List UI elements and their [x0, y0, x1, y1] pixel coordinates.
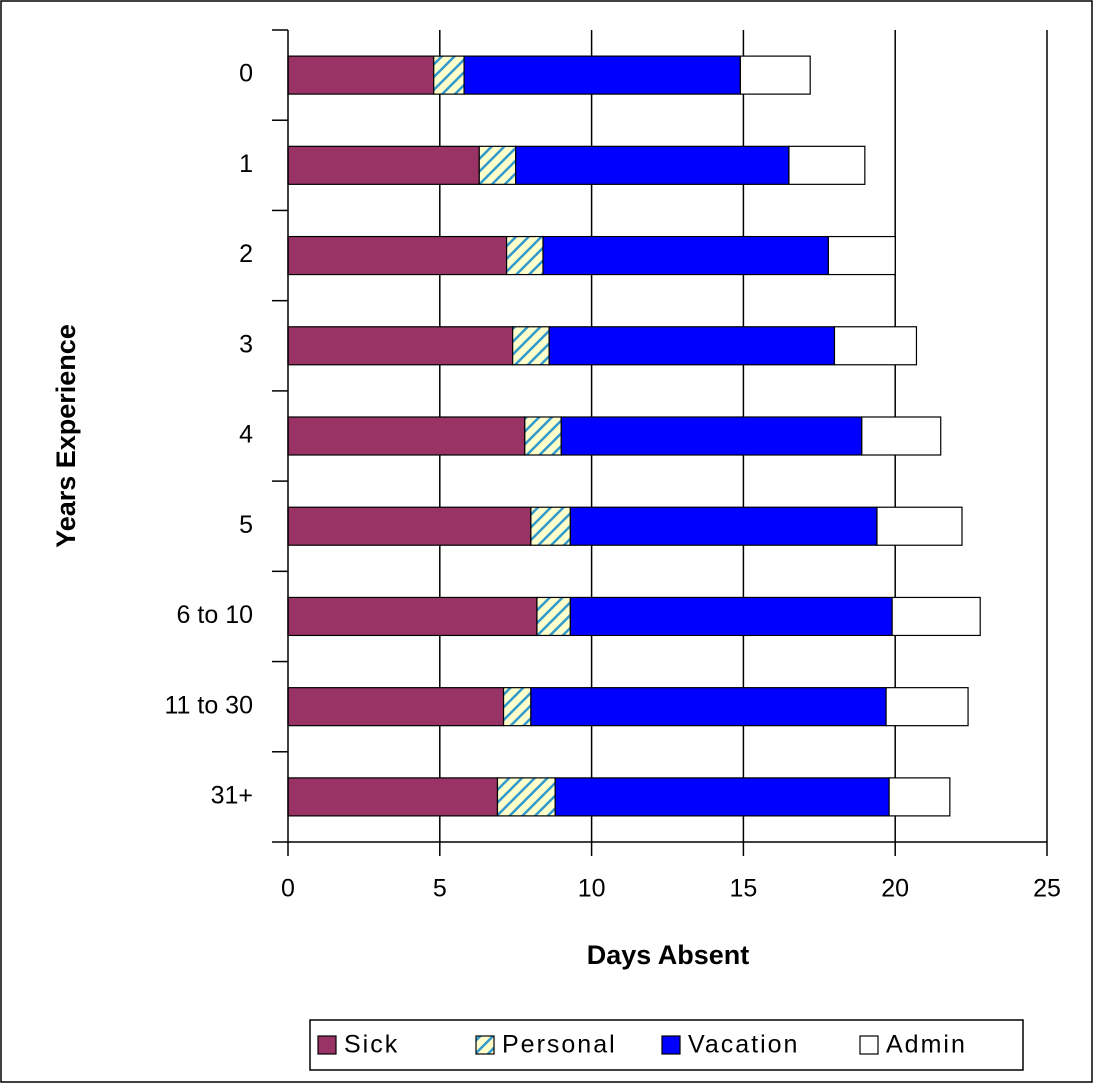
x-tick-label: 25: [1033, 875, 1061, 903]
bar-segment: [515, 145, 790, 185]
y-tick-label: 4: [239, 421, 253, 449]
bar-segment: [861, 416, 942, 456]
bar-segment: [478, 145, 517, 185]
x-tick-label: 0: [281, 875, 295, 903]
legend-label: Sick: [344, 1031, 399, 1059]
y-tick-label: 6 to 10: [177, 601, 253, 629]
x-tick-label: 20: [881, 875, 909, 903]
bar-segment: [463, 55, 741, 95]
bar-segment: [287, 596, 538, 637]
bar-segment: [554, 777, 890, 817]
y-tick-label: 31+: [211, 781, 253, 809]
bar-segment: [530, 506, 571, 546]
legend-swatch: [859, 1035, 879, 1055]
legend-swatch: [317, 1035, 337, 1055]
bar-segment: [287, 777, 499, 817]
bars: [287, 55, 981, 817]
bar-segment: [788, 145, 866, 185]
bar-segment: [287, 145, 480, 185]
bar-segment: [827, 235, 896, 276]
y-tick-label: 3: [239, 330, 253, 358]
y-tick-label: 1: [239, 150, 253, 178]
bar-segment: [569, 596, 893, 637]
bar-segment: [569, 506, 878, 546]
bar-segment: [739, 55, 811, 95]
bar-segment: [287, 55, 435, 95]
x-axis-title: Days Absent: [587, 940, 750, 970]
bar-segment: [287, 326, 514, 366]
axes: 0 5 10 15 20 25 0 1 2 3 4 5 6 to 10 11 to 30 31+: [164, 29, 1061, 903]
bar-segment: [512, 326, 550, 366]
bar-segment: [524, 416, 562, 456]
bar-segment: [888, 777, 951, 817]
bar-segment: [287, 416, 526, 456]
legend-swatch: [475, 1035, 495, 1055]
legend-label: Personal: [502, 1031, 617, 1059]
bar-segment: [891, 596, 981, 637]
bar-segment: [833, 326, 918, 366]
bar-segment: [433, 55, 465, 95]
y-tick-label: 5: [239, 511, 253, 539]
y-tick-label: 11 to 30: [164, 691, 253, 719]
bar-segment: [885, 687, 969, 727]
y-tick-label: 2: [239, 240, 253, 268]
bar-segment: [505, 235, 544, 276]
legend-items: Sick Personal Vacation Admin: [317, 1031, 967, 1059]
x-tick-label: 5: [433, 875, 447, 903]
y-tick-label: 0: [239, 60, 253, 88]
bar-segment: [287, 506, 532, 546]
bar-segment: [287, 235, 508, 276]
bar-segment: [560, 416, 863, 456]
bar-segment: [536, 596, 571, 637]
bar-segment: [496, 777, 556, 817]
bar-segment: [542, 235, 830, 276]
bar-segment: [287, 687, 505, 727]
legend-label: Admin: [886, 1031, 967, 1059]
bar-segment: [548, 326, 836, 366]
legend-label: Vacation: [688, 1031, 799, 1059]
bar-segment: [502, 687, 532, 727]
x-tick-label: 10: [578, 875, 606, 903]
bar-segment: [530, 687, 887, 727]
bar-segment: [876, 506, 963, 546]
legend-swatch: [661, 1035, 681, 1055]
x-tick-label: 15: [729, 875, 757, 903]
y-axis-title: Years Experience: [51, 324, 81, 548]
